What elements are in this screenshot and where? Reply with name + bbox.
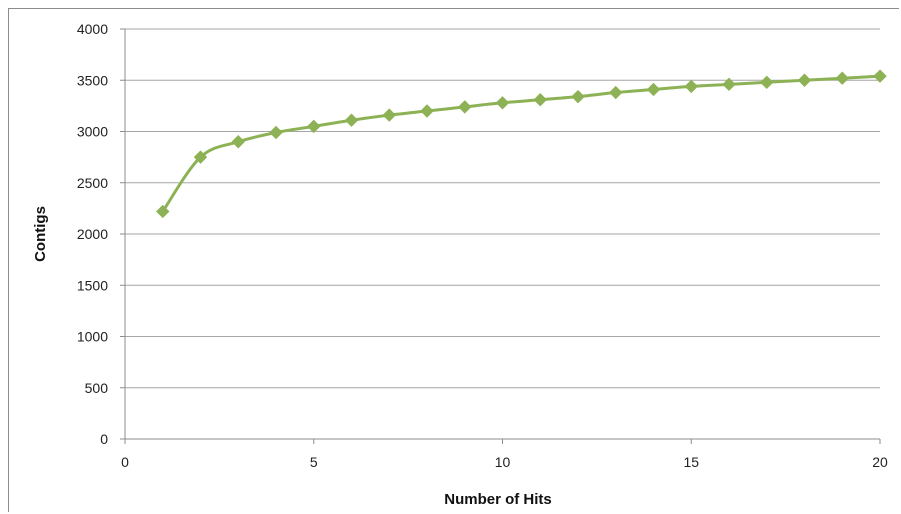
series-line <box>161 74 881 213</box>
axes <box>120 28 881 444</box>
y-tick-label: 500 <box>85 380 109 396</box>
data-point-marker <box>646 82 661 97</box>
data-point-marker <box>571 89 585 104</box>
data-point-marker <box>382 108 396 122</box>
data-point-marker <box>684 79 698 94</box>
data-point-marker <box>269 125 283 140</box>
data-point-marker <box>193 150 208 164</box>
x-tick-label: 10 <box>495 454 511 470</box>
data-point-marker <box>231 135 245 149</box>
y-tick-label: 2000 <box>77 226 108 242</box>
data-point-marker <box>797 73 812 87</box>
data-point-marker <box>495 96 510 110</box>
grid-lines <box>125 28 880 389</box>
y-tick-label: 0 <box>100 431 108 447</box>
y-tick-label: 1000 <box>77 329 108 345</box>
data-point-marker <box>609 85 623 100</box>
y-tick-label: 2500 <box>77 175 108 191</box>
y-tick-label: 3500 <box>77 72 108 88</box>
series-layer <box>156 69 887 219</box>
chart-frame <box>8 8 899 512</box>
data-point-marker <box>420 104 434 118</box>
y-tick-label: 1500 <box>77 277 108 293</box>
y-axis-title: Contigs <box>32 206 49 262</box>
data-point-marker <box>722 77 736 92</box>
x-axis-title: Number of Hits <box>444 491 552 508</box>
data-point-marker <box>533 93 547 107</box>
data-point-marker <box>760 75 774 90</box>
data-point-marker <box>835 71 849 85</box>
x-tick-label: 15 <box>683 454 699 470</box>
data-point-marker <box>458 100 472 114</box>
tick-labels: 0 500 1000 1500 2000 2500 3000 3500 4000 0 5 10 15 20 <box>77 21 888 470</box>
x-tick-label: 5 <box>310 454 318 470</box>
y-tick-label: 4000 <box>77 21 108 37</box>
x-tick-label: 0 <box>121 454 129 470</box>
x-tick-label: 20 <box>872 454 888 470</box>
y-tick-label: 3000 <box>77 124 108 140</box>
data-point-marker <box>873 69 887 83</box>
data-point-marker <box>307 119 321 134</box>
data-point-marker <box>344 113 359 127</box>
data-point-marker <box>156 204 170 219</box>
